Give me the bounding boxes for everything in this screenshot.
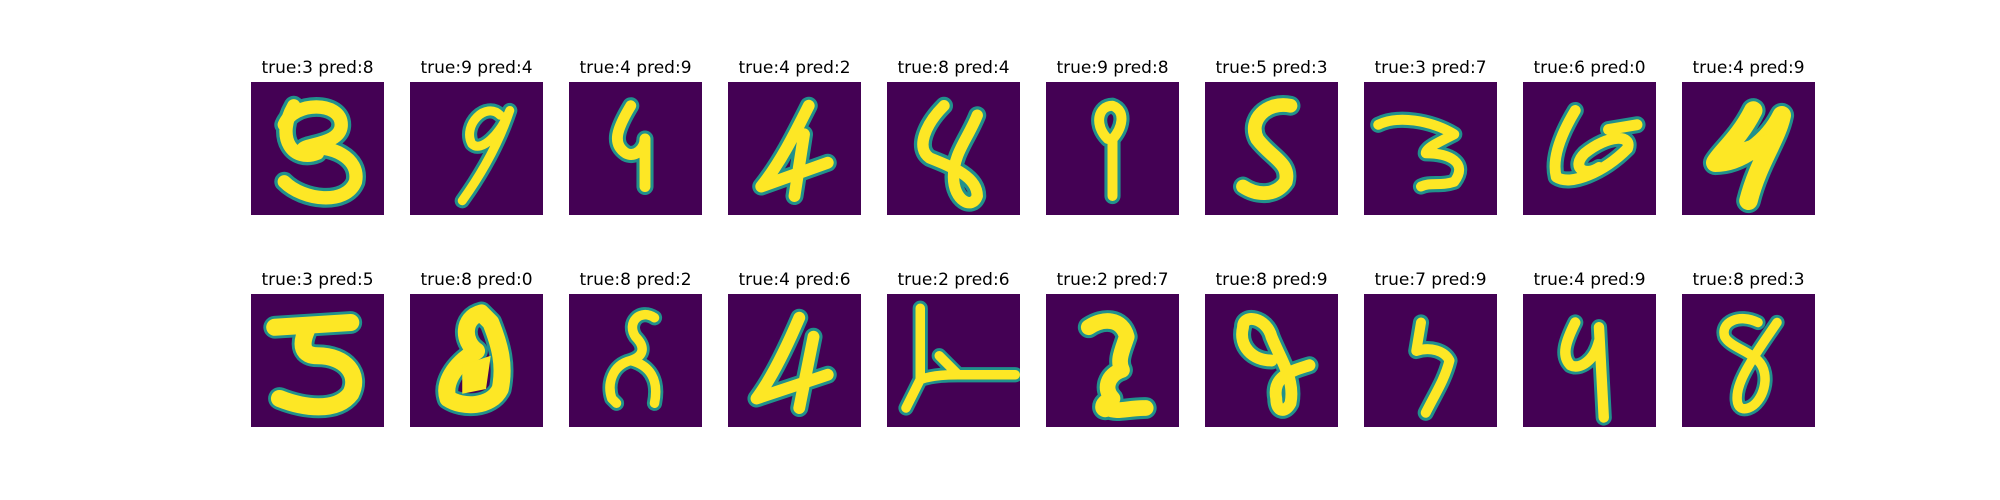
panel-title: true:4 pred:6	[738, 270, 851, 290]
handwritten-digit-4-icon	[1523, 294, 1656, 427]
handwritten-digit-4-icon	[728, 82, 861, 215]
handwritten-digit-8-icon	[569, 294, 702, 427]
handwritten-digit-2-icon	[1046, 294, 1179, 427]
handwritten-digit-3-icon	[251, 294, 384, 427]
handwritten-digit-2-icon	[887, 294, 1020, 427]
handwritten-digit-8-icon	[1682, 294, 1815, 427]
panel-title: true:2 pred:7	[1056, 270, 1169, 290]
handwritten-digit-3-icon	[251, 82, 384, 215]
handwritten-digit-7-icon	[1364, 294, 1497, 427]
handwritten-digit-9-icon	[1046, 82, 1179, 215]
handwritten-digit-8-icon	[887, 82, 1020, 215]
handwritten-digit-6-icon	[1523, 82, 1656, 215]
panel-title: true:8 pred:2	[579, 270, 692, 290]
handwritten-digit-4-icon	[569, 82, 702, 215]
panel-title: true:3 pred:7	[1374, 58, 1487, 78]
panel-title: true:4 pred:9	[579, 58, 692, 78]
panel-title: true:4 pred:2	[738, 58, 851, 78]
panel-title: true:6 pred:0	[1533, 58, 1646, 78]
panel-title: true:8 pred:0	[420, 270, 533, 290]
panel-title: true:8 pred:3	[1692, 270, 1805, 290]
handwritten-digit-5-icon	[1205, 82, 1338, 215]
panel-title: true:8 pred:4	[897, 58, 1010, 78]
handwritten-digit-4-icon	[1682, 82, 1815, 215]
handwritten-digit-9-icon	[410, 82, 543, 215]
panel-title: true:7 pred:9	[1374, 270, 1487, 290]
handwritten-digit-8-icon	[1205, 294, 1338, 427]
panel-title: true:3 pred:8	[261, 58, 374, 78]
panel-title: true:8 pred:9	[1215, 270, 1328, 290]
panel-title: true:4 pred:9	[1533, 270, 1646, 290]
panel-title: true:9 pred:4	[420, 58, 533, 78]
panel-title: true:3 pred:5	[261, 270, 374, 290]
panel-title: true:9 pred:8	[1056, 58, 1169, 78]
panel-title: true:2 pred:6	[897, 270, 1010, 290]
handwritten-digit-4-icon	[728, 294, 861, 427]
panel-title: true:4 pred:9	[1692, 58, 1805, 78]
handwritten-digit-3-icon	[1364, 82, 1497, 215]
handwritten-digit-8-icon	[410, 294, 543, 427]
panel-title: true:5 pred:3	[1215, 58, 1328, 78]
